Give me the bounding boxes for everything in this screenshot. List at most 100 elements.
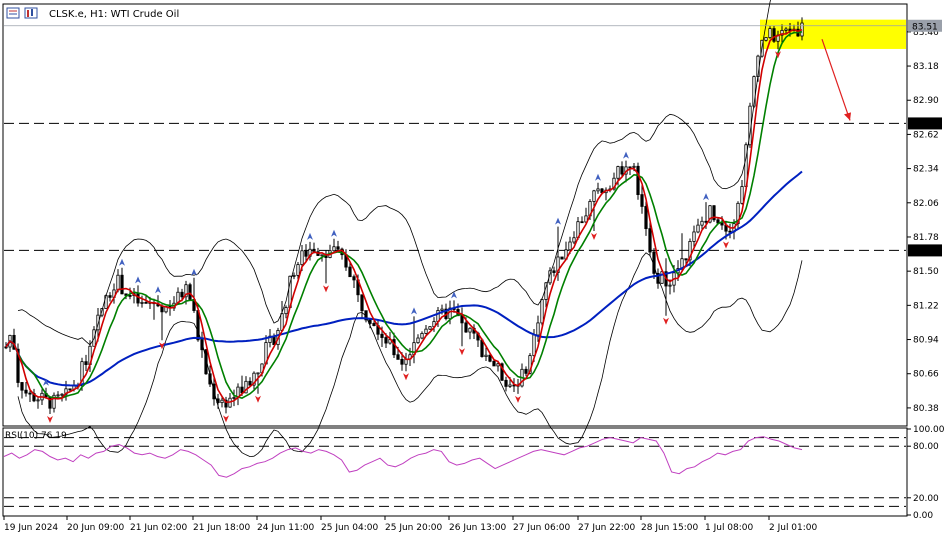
fractal-down-arrow [663,317,669,325]
chart-window-icon[interactable] [6,7,20,19]
candle-body [372,323,376,326]
fractal-up-arrow [411,307,417,315]
candle-body [540,299,544,324]
candle-body [492,360,496,367]
current-price-label: 83.51 [912,22,938,32]
candle-body [684,258,688,261]
candle-body [580,221,584,224]
time-tick-label: 2 Jul 01:00 [769,523,818,533]
fractal-down-arrow [223,415,229,423]
candle-body [568,241,572,251]
candle-body [420,333,424,339]
level-price-label: 81.67 [912,247,938,257]
candle-body [784,28,788,31]
fractal-up-arrow [623,151,629,159]
candle-body [612,177,616,190]
bollinger-upper [17,0,771,346]
candle-body [36,399,40,402]
time-axis: 19 Jun 2024 20 Jun 09:00 21 Jun 02:00 21 Ju… [3,516,818,533]
main-panel [2,3,908,427]
candle-body [348,266,352,278]
candle-body [380,333,384,338]
fractal-down-arrow [591,232,597,240]
candle-body [284,307,288,315]
candle-body [244,380,248,394]
time-tick-label: 20 Jun 09:00 [67,523,124,533]
candle-body [500,363,504,381]
forecast-arrowhead [844,112,851,121]
candle-body [252,372,256,386]
candle-body [360,294,364,312]
candle-body [480,339,484,357]
candle-body [720,222,724,226]
candle-body [200,339,204,351]
candle-body [488,354,492,362]
time-tick-label: 24 Jun 11:00 [257,523,314,533]
candle-body [292,274,296,277]
rsi-tick-label: 100.00 [913,425,945,435]
fractal-up-arrow [191,268,197,276]
candle-body [60,393,64,396]
time-tick-label: 28 Jun 15:00 [641,523,698,533]
price-tick-label: 82.06 [913,199,939,209]
candle-body [108,295,112,298]
candle-body [68,388,72,391]
candle-body [772,28,776,42]
fractal-down-arrow [403,373,409,381]
candle-body [524,368,528,374]
level-price-box [908,117,942,130]
candle-body [704,220,708,223]
fractal-up-arrow [119,258,125,266]
candle-body [396,354,400,360]
candle-body [464,322,468,333]
candle-body [584,215,588,223]
candle-body [416,337,420,344]
candle-body [712,205,716,221]
time-tick-label: 27 Jun 06:00 [513,523,570,533]
time-tick-label: 27 Jun 22:00 [578,523,635,533]
candle-body [764,37,768,41]
fractal-down-arrow [255,395,261,403]
level-price-label: 82.71 [912,120,938,130]
candle-body [56,394,60,397]
candle-body [688,241,692,261]
candle-body [616,166,620,179]
candle-body [552,270,556,273]
candle-body [16,348,20,383]
symbol-title: CLSK.e, H1: WTI Crude Oil [49,9,179,20]
rsi-tick-label: 20.00 [913,494,939,504]
candle-body [96,314,100,331]
candle-body [728,230,732,233]
candle-body [508,384,512,387]
candle-body [780,29,784,36]
fractal-up-arrow [555,217,561,225]
fractal-up-arrow [595,173,601,181]
price-tick-label: 83.18 [913,62,939,72]
price-tick-label: 81.50 [913,267,939,277]
candle-body [460,315,464,324]
candle-body [692,231,696,242]
time-tick-label: 25 Jun 04:00 [321,523,378,533]
candle-body [52,394,56,409]
candle-body [400,358,404,365]
candle-body [184,284,188,298]
fractal-down-arrow [47,416,53,424]
candle-body [140,301,144,304]
time-tick-label: 19 Jun 2024 [4,523,58,533]
forecast-arrow [821,38,851,121]
fractal-up-arrow [135,276,141,284]
candle-body [332,246,336,252]
price-tick-label: 81.78 [913,233,939,243]
candle-body [700,220,704,226]
price-tick-label: 82.90 [913,96,939,106]
candle-body [204,349,208,375]
candle-body [532,334,536,357]
candle-body [84,361,88,365]
chart-type-icon[interactable] [24,7,38,19]
candle-body [224,399,228,408]
candle-body [124,293,128,296]
candle-body [220,399,224,404]
rsi-plot [3,436,906,507]
candle-body [136,293,140,304]
